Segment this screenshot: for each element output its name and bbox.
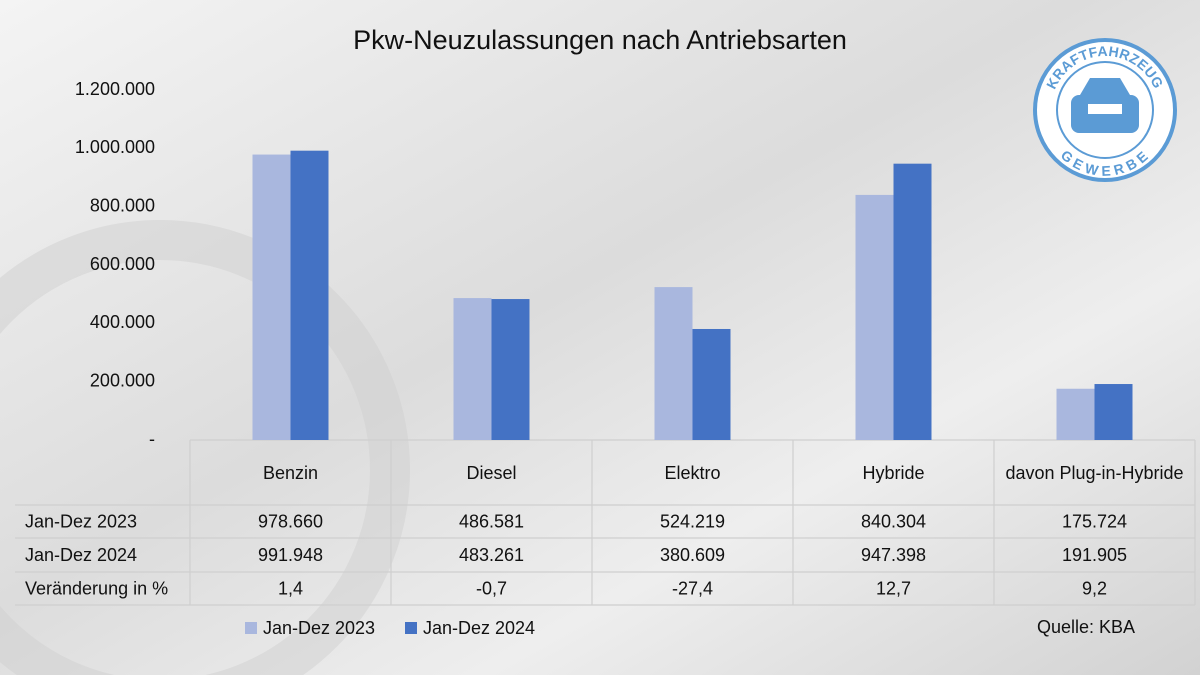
bar: [453, 298, 492, 440]
x-tick-label: Diesel: [466, 462, 517, 483]
table-change: -27,4: [672, 578, 713, 598]
legend-swatch: [245, 622, 257, 634]
x-tick-label: Benzin: [262, 462, 319, 483]
bar: [893, 163, 932, 440]
table-value: 991.948: [258, 545, 323, 565]
row-label: Jan-Dez 2023: [25, 511, 137, 531]
y-tick-label: 1.000.000: [75, 137, 155, 157]
table-change: -0,7: [476, 578, 507, 598]
table-value: 947.398: [861, 545, 926, 565]
row-label: Jan-Dez 2024: [25, 545, 137, 565]
table-value: 175.724: [1062, 511, 1127, 531]
table-value: 524.219: [660, 511, 725, 531]
x-tick-label: Elektro: [664, 462, 721, 483]
legend-label: Jan-Dez 2023: [263, 618, 375, 638]
category-cell: Benzin: [262, 462, 319, 483]
y-tick-label: 800.000: [90, 195, 155, 215]
legend-label: Jan-Dez 2024: [423, 618, 535, 638]
category-cell: davon Plug-in-Hybride: [1005, 462, 1184, 483]
bar: [855, 194, 894, 440]
legend-swatch: [405, 622, 417, 634]
y-tick-label: 200.000: [90, 370, 155, 390]
row-label: Veränderung in %: [25, 578, 168, 598]
y-tick-label: 400.000: [90, 312, 155, 332]
table-value: 978.660: [258, 511, 323, 531]
logo: KRAFTFAHRZEUG GEWERBE: [1033, 38, 1177, 182]
table-change: 1,4: [278, 578, 303, 598]
bar: [1056, 388, 1095, 440]
table-value: 380.609: [660, 545, 725, 565]
chart-title: Pkw-Neuzulassungen nach Antriebsarten: [353, 25, 847, 55]
table-value: 483.261: [459, 545, 524, 565]
table-value: 191.905: [1062, 545, 1127, 565]
bar: [1094, 384, 1133, 440]
bar: [491, 299, 530, 440]
table-change: 12,7: [876, 578, 911, 598]
table-value: 840.304: [861, 511, 926, 531]
logo-car-roof: [1080, 78, 1130, 95]
category-cell: Diesel: [466, 462, 517, 483]
source: Quelle: KBA: [1037, 617, 1135, 637]
category-cell: Hybride: [862, 462, 925, 483]
logo-inner: [1056, 61, 1154, 159]
bar: [290, 150, 329, 441]
bar: [654, 287, 693, 440]
bar: [252, 154, 291, 440]
logo-car-grill: [1088, 104, 1122, 114]
y-tick-label: 600.000: [90, 254, 155, 274]
watermark: [0, 220, 410, 675]
table-change: 9,2: [1082, 578, 1107, 598]
table-value: 486.581: [459, 511, 524, 531]
x-tick-label: Hybride: [862, 462, 925, 483]
y-tick-label: 1.200.000: [75, 79, 155, 99]
x-tick-label: davon Plug-in-Hybride: [1005, 462, 1184, 483]
y-tick-label: -: [149, 429, 155, 449]
bar: [692, 328, 731, 440]
category-cell: Elektro: [664, 462, 721, 483]
